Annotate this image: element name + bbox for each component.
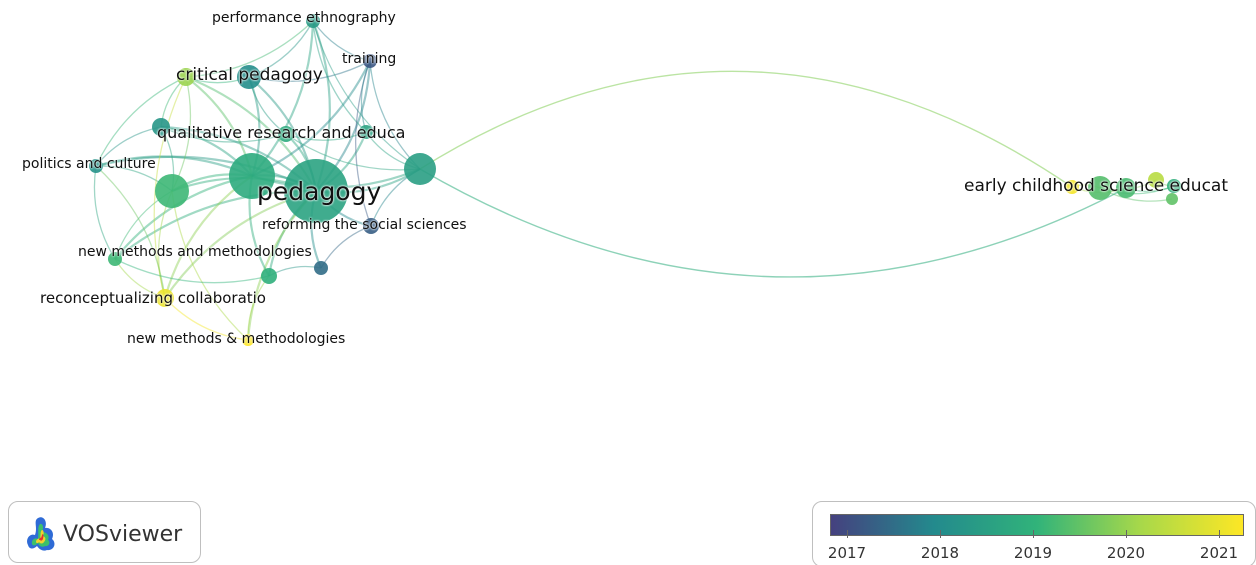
node-newmeth2[interactable] — [242, 334, 254, 346]
vosviewer-logo-icon — [27, 517, 55, 551]
node-training[interactable] — [363, 54, 377, 68]
node-blue2[interactable] — [314, 261, 328, 275]
link — [93, 165, 116, 260]
long-link — [419, 70, 1073, 188]
link — [248, 60, 371, 82]
node-label-recon[interactable]: reconceptualizing collaboratio — [40, 289, 266, 307]
node-qual[interactable] — [152, 118, 170, 136]
node-pedagogy[interactable] — [284, 159, 348, 223]
node-ec_lg[interactable] — [1148, 172, 1164, 188]
node-hub2[interactable] — [229, 153, 275, 199]
node-critical[interactable] — [177, 68, 195, 86]
node-perf[interactable] — [306, 14, 320, 28]
node-label-perf[interactable]: performance ethnography — [212, 10, 396, 26]
node-recon[interactable] — [156, 289, 174, 307]
node-ec_y[interactable] — [1065, 180, 1079, 194]
link — [95, 76, 187, 167]
legend-tick-label: 2017 — [827, 544, 867, 562]
legend-tick-label: 2021 — [1199, 544, 1239, 562]
link — [312, 20, 367, 133]
link — [285, 131, 367, 141]
link — [114, 258, 270, 284]
node-politics[interactable] — [89, 159, 103, 173]
node-qual2[interactable] — [278, 126, 294, 142]
node-ecse[interactable] — [1088, 176, 1112, 200]
nodes[interactable] — [89, 14, 1181, 346]
link — [369, 60, 421, 170]
node-green2[interactable] — [261, 268, 277, 284]
link — [171, 190, 249, 341]
node-critical2[interactable] — [237, 65, 261, 89]
legend-tick — [1126, 530, 1127, 538]
node-ec_g[interactable] — [1116, 178, 1136, 198]
legend-tick — [1219, 530, 1220, 538]
link — [312, 20, 421, 170]
node-label-ecse[interactable]: early childhood science educat — [964, 176, 1229, 196]
node-label-newmeth2[interactable]: new methods & methodologies — [127, 331, 346, 347]
link — [285, 133, 421, 171]
year-color-legend: 2017 2018 2019 2020 2021 — [812, 501, 1256, 565]
node-label-critical[interactable]: critical pedagogy — [176, 65, 323, 85]
node-right[interactable] — [404, 153, 436, 185]
node-label-pedagogy[interactable]: pedagogy — [257, 177, 382, 206]
vosviewer-logo: VOSviewer — [8, 501, 201, 563]
legend-tick — [940, 530, 941, 538]
node-green1[interactable] — [155, 174, 189, 208]
link — [153, 76, 187, 299]
node-label-newmeth[interactable]: new methods and methodologies — [78, 244, 312, 260]
node-label-politics[interactable]: politics and culture — [22, 156, 156, 172]
link — [160, 126, 287, 143]
node-newmeth[interactable] — [108, 252, 122, 266]
node-label-training[interactable]: training — [342, 51, 397, 67]
long-link — [419, 168, 1127, 278]
legend-tick-label: 2020 — [1106, 544, 1146, 562]
node-ec_g2[interactable] — [1166, 193, 1178, 205]
node-reform[interactable] — [363, 218, 379, 234]
link — [355, 60, 372, 227]
legend-tick-label: 2019 — [1013, 544, 1053, 562]
legend-tick — [1033, 530, 1034, 538]
node-label-qual[interactable]: qualitative research and educa — [157, 123, 406, 142]
link — [95, 165, 166, 299]
link — [164, 297, 249, 341]
legend-color-bar — [830, 514, 1244, 536]
vosviewer-logo-text: VOSviewer — [63, 522, 183, 547]
node-qual3[interactable] — [359, 125, 373, 139]
legend-tick — [847, 530, 848, 538]
node-ec_t[interactable] — [1167, 179, 1181, 193]
legend-tick-label: 2018 — [920, 544, 960, 562]
node-label-reform[interactable]: reforming the social sciences — [262, 217, 467, 233]
link — [185, 20, 314, 78]
